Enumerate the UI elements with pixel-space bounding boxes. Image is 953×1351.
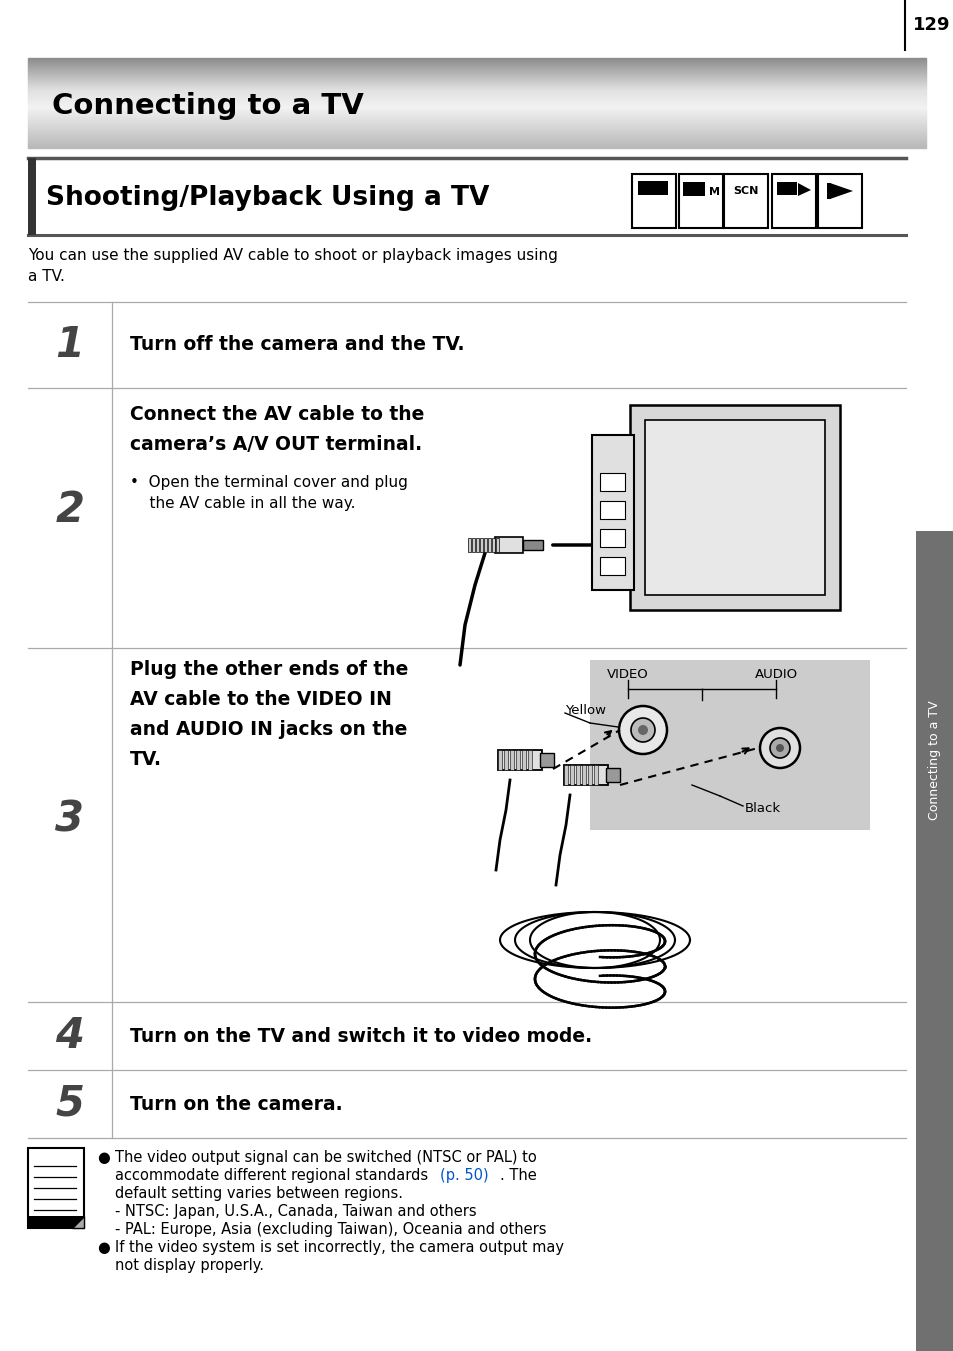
- Bar: [495, 536, 522, 553]
- Bar: [492, 538, 495, 553]
- Bar: [496, 538, 498, 553]
- Text: SCN: SCN: [733, 186, 758, 196]
- Bar: [592, 435, 634, 590]
- Circle shape: [760, 728, 800, 767]
- Bar: [563, 765, 607, 785]
- Text: 4: 4: [55, 1015, 85, 1056]
- Bar: [682, 182, 704, 196]
- Text: . The: . The: [499, 1169, 537, 1183]
- Bar: [510, 750, 514, 770]
- Text: Connecting to a TV: Connecting to a TV: [927, 700, 941, 820]
- Text: Yellow: Yellow: [564, 704, 605, 716]
- Circle shape: [638, 725, 647, 735]
- Bar: [522, 540, 542, 550]
- Text: Plug the other ends of the: Plug the other ends of the: [130, 661, 408, 680]
- Circle shape: [775, 744, 783, 753]
- Circle shape: [647, 184, 658, 195]
- Bar: [599, 501, 624, 519]
- Text: and AUDIO IN jacks on the: and AUDIO IN jacks on the: [130, 720, 407, 739]
- Text: The video output signal can be switched (NTSC or PAL) to: The video output signal can be switched …: [115, 1150, 537, 1165]
- Bar: [817, 174, 862, 228]
- Bar: [587, 765, 592, 785]
- Bar: [479, 538, 482, 553]
- Bar: [472, 538, 475, 553]
- Text: You can use the supplied AV cable to shoot or playback images using
a TV.: You can use the supplied AV cable to sho…: [28, 249, 558, 284]
- Text: 129: 129: [912, 16, 950, 34]
- Bar: [563, 765, 567, 785]
- Bar: [539, 753, 554, 767]
- Text: 1: 1: [55, 324, 85, 366]
- Polygon shape: [797, 182, 810, 196]
- Bar: [569, 765, 574, 785]
- Bar: [638, 181, 667, 195]
- Bar: [497, 750, 501, 770]
- Text: AUDIO: AUDIO: [754, 667, 797, 681]
- Text: Turn off the camera and the TV.: Turn off the camera and the TV.: [130, 335, 464, 354]
- Bar: [28, 1148, 84, 1228]
- Text: AV cable to the VIDEO IN: AV cable to the VIDEO IN: [130, 690, 392, 709]
- Text: ●: ●: [97, 1150, 110, 1165]
- Bar: [488, 538, 491, 553]
- Bar: [629, 405, 840, 611]
- Text: Shooting/Playback Using a TV: Shooting/Playback Using a TV: [46, 185, 489, 211]
- Bar: [521, 750, 525, 770]
- Text: ●: ●: [97, 1240, 110, 1255]
- Text: M: M: [708, 186, 720, 197]
- Text: not display properly.: not display properly.: [115, 1258, 264, 1273]
- Bar: [468, 538, 471, 553]
- Bar: [723, 174, 767, 228]
- Text: Connect the AV cable to the: Connect the AV cable to the: [130, 405, 424, 424]
- Text: (p. 50): (p. 50): [439, 1169, 488, 1183]
- Bar: [497, 750, 541, 770]
- Text: 5: 5: [55, 1084, 85, 1125]
- Text: Turn on the TV and switch it to video mode.: Turn on the TV and switch it to video mo…: [130, 1027, 592, 1046]
- Circle shape: [630, 717, 655, 742]
- Text: Turn on the camera.: Turn on the camera.: [130, 1094, 342, 1113]
- Bar: [776, 182, 796, 195]
- Text: 2: 2: [55, 489, 85, 531]
- Bar: [503, 750, 507, 770]
- Text: Connecting to a TV: Connecting to a TV: [52, 92, 363, 120]
- Polygon shape: [589, 661, 869, 830]
- Bar: [826, 182, 830, 199]
- Text: accommodate different regional standards: accommodate different regional standards: [115, 1169, 433, 1183]
- Bar: [516, 750, 519, 770]
- Polygon shape: [71, 1216, 84, 1228]
- Bar: [605, 767, 619, 782]
- Bar: [28, 1216, 84, 1228]
- Bar: [599, 530, 624, 547]
- Text: default setting varies between regions.: default setting varies between regions.: [115, 1186, 402, 1201]
- Text: VIDEO: VIDEO: [606, 667, 648, 681]
- Bar: [527, 750, 532, 770]
- Text: 3: 3: [55, 798, 85, 842]
- Circle shape: [769, 738, 789, 758]
- Bar: [483, 538, 486, 553]
- Text: Black: Black: [744, 801, 781, 815]
- Bar: [915, 531, 953, 1351]
- Bar: [644, 420, 824, 594]
- Text: camera’s A/V OUT terminal.: camera’s A/V OUT terminal.: [130, 435, 421, 454]
- Bar: [476, 538, 478, 553]
- Bar: [771, 174, 815, 228]
- Bar: [576, 765, 579, 785]
- Bar: [581, 765, 585, 785]
- Text: - PAL: Europe, Asia (excluding Taiwan), Oceania and others: - PAL: Europe, Asia (excluding Taiwan), …: [115, 1223, 546, 1238]
- Text: - NTSC: Japan, U.S.A., Canada, Taiwan and others: - NTSC: Japan, U.S.A., Canada, Taiwan an…: [115, 1204, 476, 1219]
- Circle shape: [618, 707, 666, 754]
- Bar: [599, 557, 624, 576]
- Bar: [28, 158, 36, 235]
- Bar: [599, 473, 624, 490]
- Bar: [594, 765, 598, 785]
- Bar: [679, 174, 722, 228]
- Text: If the video system is set incorrectly, the camera output may: If the video system is set incorrectly, …: [115, 1240, 563, 1255]
- Text: TV.: TV.: [130, 750, 162, 769]
- Text: •  Open the terminal cover and plug
    the AV cable in all the way.: • Open the terminal cover and plug the A…: [130, 476, 408, 511]
- Bar: [631, 174, 676, 228]
- Polygon shape: [829, 182, 852, 199]
